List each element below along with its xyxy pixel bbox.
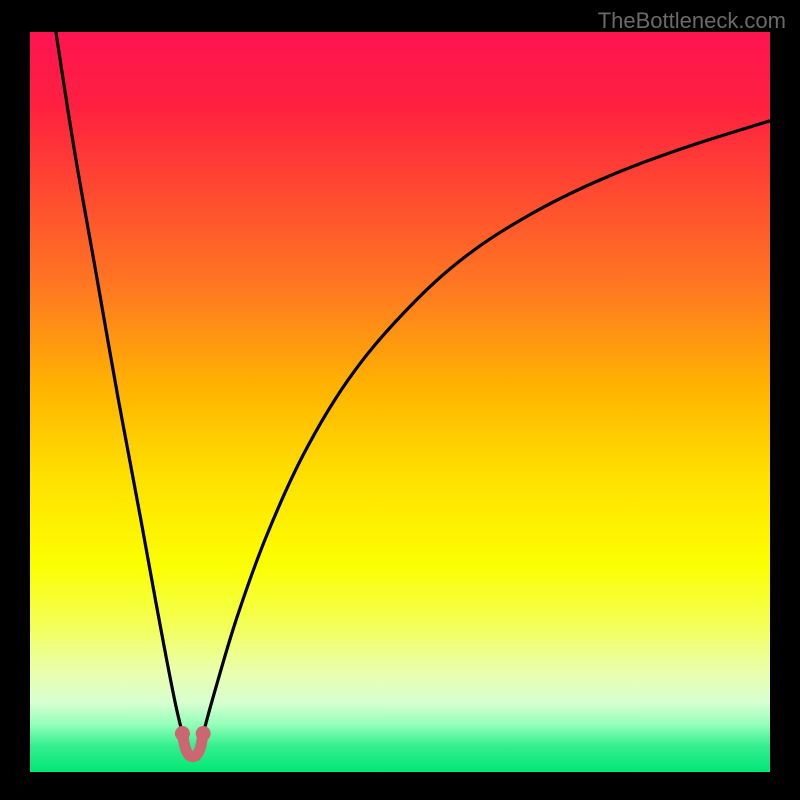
stage: TheBottleneck.com (0, 0, 800, 800)
plot-svg (30, 32, 770, 772)
trough-marker-end-dot-0 (175, 726, 190, 741)
plot-background (30, 32, 770, 772)
plot-frame (30, 32, 770, 772)
trough-marker-end-dot-1 (196, 726, 211, 741)
watermark-text: TheBottleneck.com (598, 8, 786, 34)
